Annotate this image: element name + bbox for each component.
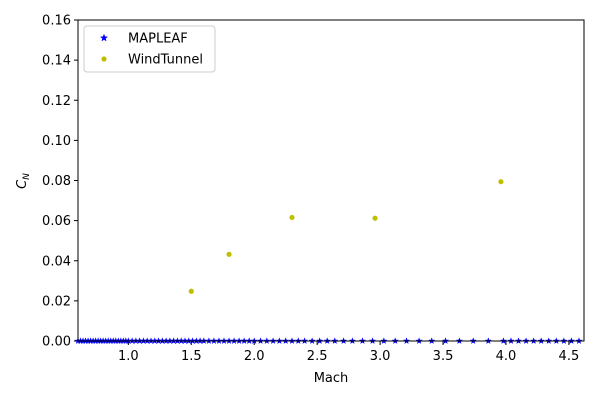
y-tick-label: 0.00 — [42, 335, 71, 350]
x-tick-label: 3.5 — [433, 349, 454, 364]
data-point — [226, 251, 232, 257]
x-tick-label: 4.0 — [496, 349, 517, 364]
x-tick-label: 2.5 — [307, 349, 328, 364]
x-tick-label: 2.0 — [244, 349, 265, 364]
legend: MAPLEAF WindTunnel — [83, 25, 216, 73]
y-tick-label: 0.06 — [42, 214, 71, 229]
x-axis-ticks: 1.0 1.5 2.0 2.5 3.0 3.5 4.0 4.5 — [118, 341, 579, 364]
legend-marker-dot — [101, 56, 107, 62]
y-tick-label: 0.10 — [42, 134, 71, 149]
y-tick-label: 0.04 — [42, 254, 71, 269]
plot-frame — [77, 19, 585, 342]
y-axis-label: CN — [15, 173, 32, 189]
data-point — [498, 179, 504, 185]
x-tick-label: 1.0 — [118, 349, 139, 364]
y-axis-label-sub: N — [22, 173, 32, 180]
y-axis-ticks: 0.00 0.02 0.04 0.06 0.08 0.10 0.12 0.14 0.16 — [42, 14, 78, 350]
legend-marker-star — [100, 33, 108, 42]
x-tick-label: 3.0 — [370, 349, 391, 364]
y-tick-label: 0.08 — [42, 174, 71, 189]
x-tick-label: 4.5 — [559, 349, 580, 364]
y-tick-label: 0.16 — [42, 14, 71, 29]
data-point — [188, 288, 194, 294]
y-tick-label: 0.14 — [42, 54, 71, 69]
legend-label: MAPLEAF — [128, 32, 188, 47]
y-axis-label-base: C — [15, 179, 30, 189]
data-point — [289, 214, 295, 221]
x-axis-label: Mach — [314, 371, 349, 386]
series-windtunnel — [188, 179, 504, 294]
y-tick-label: 0.02 — [42, 294, 71, 309]
data-point — [372, 215, 378, 221]
x-tick-label: 1.5 — [181, 349, 202, 364]
y-tick-label: 0.12 — [42, 94, 71, 109]
legend-label: WindTunnel — [128, 53, 203, 68]
legend-box — [83, 25, 216, 73]
